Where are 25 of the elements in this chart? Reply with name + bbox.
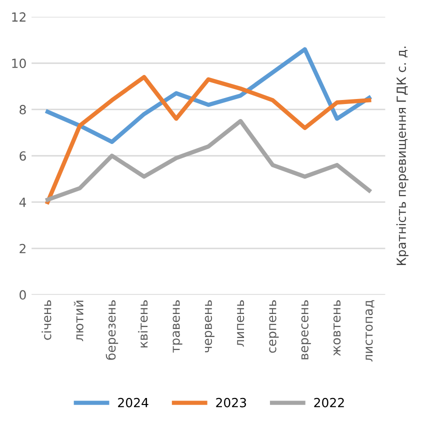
y-axis-title: Кратність перевищення ГДК с. д. — [396, 46, 408, 265]
x-tick-label: листопад — [366, 300, 374, 362]
y-tick-label: 12 — [12, 12, 26, 22]
x-tick-label: серпень — [269, 300, 279, 353]
line-series — [46, 118, 372, 202]
x-tick-label: січень — [42, 300, 52, 340]
legend-label: 2023 — [216, 398, 246, 408]
x-tick-label: вересень — [301, 300, 311, 360]
legend-label: 2022 — [314, 398, 344, 408]
line-series — [46, 47, 372, 144]
legend-label: 2024 — [118, 398, 148, 408]
y-tick-label: 10 — [12, 58, 26, 68]
y-tick-label: 6 — [20, 151, 26, 161]
x-tick-label: березень — [106, 300, 118, 360]
y-tick-label: 8 — [20, 104, 26, 114]
x-tick-label: травень — [172, 300, 182, 353]
x-tick-label: жовтень — [333, 300, 341, 356]
y-tick-label: 2 — [20, 244, 26, 254]
y-tick-label: 0 — [20, 290, 26, 300]
x-tick-label: липень — [236, 300, 244, 347]
x-tick-label: червень — [204, 300, 214, 352]
x-tick-label: квітень — [138, 300, 148, 348]
x-tick-label: лютий — [74, 300, 84, 342]
y-tick-label: 4 — [19, 198, 26, 207]
line-series — [46, 74, 372, 204]
